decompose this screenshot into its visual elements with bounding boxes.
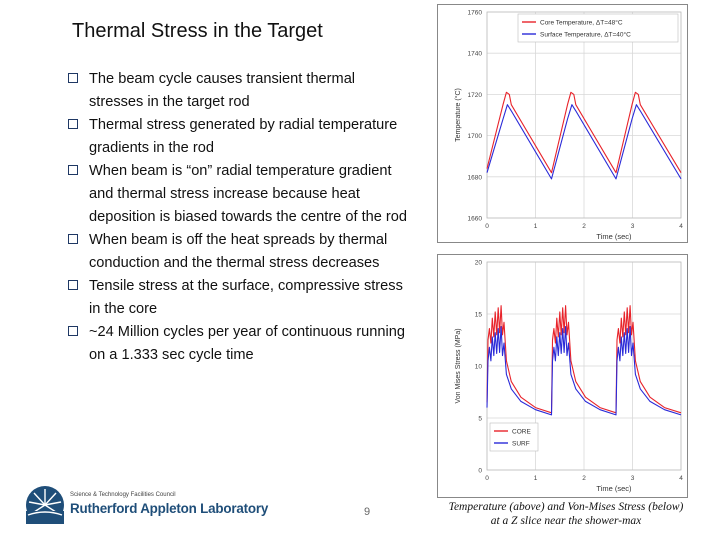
- x-tick-label: 1: [534, 223, 538, 230]
- y-tick-label: 1740: [468, 51, 483, 58]
- square-bullet-icon: [68, 280, 78, 290]
- bullet-text: The beam cycle causes transient thermal …: [89, 71, 356, 110]
- x-tick-label: 2: [582, 475, 586, 482]
- y-axis-label: Von Mises Stress (MPa): [455, 328, 462, 403]
- plot-area-frame: [486, 11, 682, 219]
- logo-lab-name: Rutherford Appleton Laboratory: [70, 501, 269, 516]
- bullet-item: The beam cycle causes transient thermal …: [68, 68, 413, 114]
- legend-box: [489, 422, 539, 452]
- x-tick-label: 0: [485, 223, 489, 230]
- bullet-item: When beam is “on” radial temperature gra…: [68, 160, 413, 229]
- x-axis-label: Time (sec): [596, 232, 632, 241]
- y-tick-label: 1700: [468, 133, 483, 140]
- bullet-item: Thermal stress generated by radial tempe…: [68, 114, 413, 160]
- stress-chart-svg: 0 5 10 15 20 0 1 2 3 4 Time (sec) Von Mises Stress …: [455, 260, 683, 494]
- square-bullet-icon: [68, 165, 78, 175]
- logo-org-name: Science & Technology Facilities Council: [70, 492, 176, 498]
- slide-title: Thermal Stress in the Target: [72, 20, 323, 42]
- square-bullet-icon: [68, 73, 78, 83]
- x-tick-label: 1: [534, 475, 538, 482]
- bullet-item: When beam is off the heat spreads by the…: [68, 229, 413, 275]
- y-tick-label: 5: [478, 416, 482, 423]
- figure-caption: Temperature (above) and Von-Mises Stress…: [448, 501, 684, 527]
- page-number: 9: [364, 506, 371, 518]
- bullet-text: When beam is off the heat spreads by the…: [89, 232, 388, 271]
- square-bullet-icon: [68, 326, 78, 336]
- bullet-item: Tensile stress at the surface, compressi…: [68, 275, 413, 321]
- y-tick-label: 1660: [468, 216, 483, 223]
- y-tick-label: 1680: [468, 174, 483, 181]
- series-line-core: [486, 305, 682, 414]
- x-tick-label: 4: [679, 223, 683, 230]
- stfc-logo: Science & Technology Facilities Council …: [24, 484, 268, 530]
- stfc-emblem-icon: [26, 486, 64, 524]
- y-tick-label: 0: [478, 468, 482, 475]
- y-tick-label: 20: [475, 260, 483, 267]
- x-tick-label: 3: [631, 223, 635, 230]
- bullet-item: ~24 Million cycles per year of continuou…: [68, 321, 413, 367]
- x-axis-label: Time (sec): [596, 484, 632, 493]
- square-bullet-icon: [68, 234, 78, 244]
- y-tick-label: 1760: [468, 10, 483, 17]
- bullet-list: The beam cycle causes transient thermal …: [68, 68, 413, 367]
- y-tick-label: 15: [475, 312, 483, 319]
- x-tick-label: 2: [582, 223, 586, 230]
- y-tick-label: 10: [475, 364, 483, 371]
- series-line-surface: [486, 104, 682, 180]
- series-line-core: [486, 91, 682, 174]
- y-axis-label: Temperature (°C): [454, 88, 462, 142]
- bullet-text: Thermal stress generated by radial tempe…: [89, 117, 398, 156]
- bullet-text: ~24 Million cycles per year of continuou…: [89, 324, 405, 363]
- x-tick-label: 3: [631, 475, 635, 482]
- stress-chart: 0 5 10 15 20 0 1 2 3 4 Time (sec) Von Mises Stress …: [437, 254, 688, 498]
- x-tick-label: 4: [679, 475, 683, 482]
- plot-area-frame: [486, 261, 682, 471]
- legend-label: SURF: [512, 441, 530, 448]
- x-tick-label: 0: [485, 475, 489, 482]
- y-tick-label: 1720: [468, 92, 483, 99]
- temperature-chart: 1660 1680 1700 1720 1740 1760 0 1 2 3 4 Time (sec) T…: [437, 4, 688, 243]
- legend-box: [517, 13, 679, 43]
- series-line-surface: [486, 325, 682, 416]
- bullet-text: Tensile stress at the surface, compressi…: [89, 278, 403, 317]
- temperature-chart-svg: 1660 1680 1700 1720 1740 1760 0 1 2 3 4 Time (sec) T…: [454, 10, 683, 242]
- square-bullet-icon: [68, 119, 78, 129]
- legend-label: Surface Temperature, ΔT=40°C: [540, 31, 631, 39]
- legend-label: CORE: [512, 429, 531, 436]
- bullet-text: When beam is “on” radial temperature gra…: [89, 163, 408, 225]
- legend-label: Core Temperature, ΔT=48°C: [540, 19, 623, 27]
